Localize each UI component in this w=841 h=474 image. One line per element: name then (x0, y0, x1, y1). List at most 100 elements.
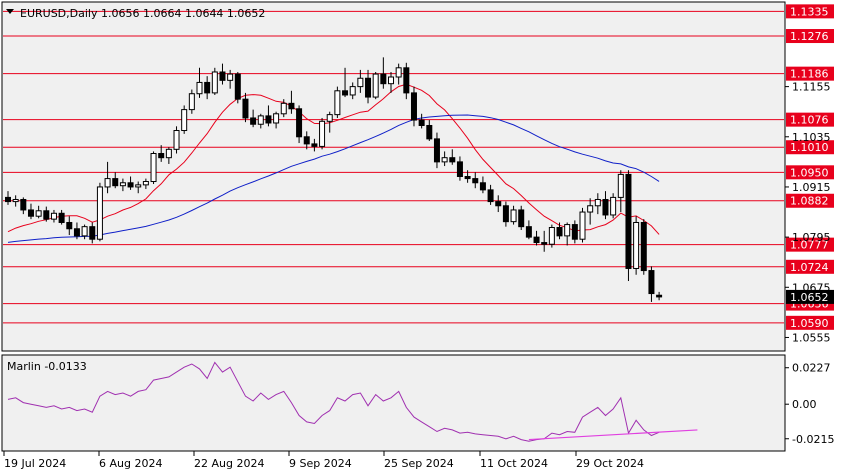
date-tick-label-1: 6 Aug 2024 (99, 457, 162, 470)
candle-body-40 (311, 143, 318, 147)
candle-47 (365, 69, 372, 104)
candle-body-79 (610, 196, 617, 216)
candle-72 (556, 222, 563, 240)
price-tick-label-5: 1.0555 (792, 331, 831, 344)
candle-body-30 (234, 73, 241, 100)
candle-body-47 (365, 77, 372, 98)
candle-53 (410, 86, 417, 127)
candle-77 (594, 193, 601, 215)
candle-34 (265, 105, 272, 127)
candle-39 (303, 131, 310, 150)
level-label-4: 1.1010 (790, 141, 829, 154)
candle-23 (181, 105, 188, 134)
candle-body-19 (150, 153, 157, 183)
level-label-bg-1 (786, 29, 834, 44)
candle-body-52 (403, 67, 410, 94)
candle-body-53 (410, 92, 417, 121)
candle-18 (142, 178, 149, 190)
candle-10 (81, 224, 88, 240)
candle-body-15 (119, 182, 126, 187)
level-label-bg-2 (786, 66, 834, 81)
level-label-1: 1.1276 (790, 30, 829, 43)
level-label-3: 1.1076 (790, 114, 829, 127)
candle-body-39 (303, 136, 310, 145)
candle-30 (234, 71, 241, 104)
candle-84 (648, 266, 655, 302)
candle-body-33 (257, 115, 264, 125)
candle-76 (587, 198, 594, 225)
indicator-axis: 0.0227 0.00 -0.0215 (785, 362, 834, 446)
candle-body-11 (89, 226, 96, 240)
candle-body-26 (204, 81, 211, 94)
level-label-7: 1.0777 (790, 239, 829, 252)
level-label-bg-3 (786, 112, 834, 127)
candle-body-42 (326, 114, 333, 122)
candle-body-75 (579, 211, 586, 240)
candle-body-29 (227, 73, 234, 81)
candle-body-37 (288, 102, 295, 110)
level-label-10: 1.0590 (790, 317, 829, 330)
indicator-plot-area[interactable] (1, 354, 786, 452)
candle-83 (640, 219, 647, 275)
candle-43 (334, 86, 341, 118)
indicator-tick-label-2: -0.0215 (792, 433, 834, 446)
current-price-label: 1.0652 (790, 291, 829, 304)
candles (5, 57, 663, 302)
candle-body-64 (495, 201, 502, 207)
indicator-tick-label-1: 0.00 (792, 398, 817, 411)
candle-body-35 (273, 113, 280, 124)
candle-25 (196, 67, 203, 98)
candle-20 (158, 145, 165, 162)
price-tick-label-0: 1.1155 (792, 81, 831, 94)
level-label-bg-4 (786, 140, 834, 155)
candle-46 (357, 69, 364, 93)
candle-body-76 (587, 205, 594, 213)
candle-36 (280, 99, 287, 118)
candle-15 (119, 178, 126, 192)
candle-12 (96, 182, 103, 242)
candle-2 (20, 197, 27, 215)
candle-8 (66, 216, 73, 236)
candle-body-77 (594, 198, 601, 207)
candle-body-62 (479, 182, 486, 191)
candle-body-48 (372, 73, 379, 98)
candle-body-59 (456, 161, 463, 178)
candle-9 (73, 222, 80, 240)
candle-body-31 (242, 98, 249, 119)
candle-body-41 (319, 120, 326, 147)
candle-body-1 (12, 198, 19, 203)
candle-28 (219, 63, 226, 85)
price-plot-area[interactable] (1, 1, 786, 352)
candle-body-4 (35, 210, 42, 217)
candle-body-63 (487, 189, 494, 203)
candle-body-24 (188, 93, 195, 111)
candle-40 (311, 138, 318, 152)
candle-body-32 (250, 117, 257, 125)
date-tick-label-5: 11 Oct 2024 (480, 457, 548, 470)
current-price-bg (786, 289, 834, 304)
candle-body-22 (173, 130, 180, 150)
candle-68 (525, 220, 532, 240)
candle-body-73 (564, 224, 571, 237)
symbol-dropdown-icon[interactable] (6, 9, 14, 14)
candle-73 (564, 222, 571, 246)
candle-body-25 (196, 81, 203, 95)
candle-58 (449, 149, 456, 165)
candle-85 (656, 291, 663, 301)
current-price-tag: 1.0652 (786, 289, 834, 304)
candle-body-49 (380, 73, 387, 85)
candle-body-23 (181, 109, 188, 132)
candle-69 (533, 230, 540, 246)
candle-body-16 (127, 182, 134, 188)
candle-1 (12, 195, 19, 207)
candle-body-58 (449, 157, 456, 163)
candle-body-81 (625, 173, 632, 269)
candle-body-7 (58, 212, 65, 223)
candle-body-0 (5, 196, 11, 203)
candle-body-27 (211, 71, 218, 94)
candle-21 (165, 147, 172, 164)
candle-26 (204, 76, 211, 100)
marlin-indicator (7, 361, 698, 442)
candle-body-65 (502, 205, 509, 223)
